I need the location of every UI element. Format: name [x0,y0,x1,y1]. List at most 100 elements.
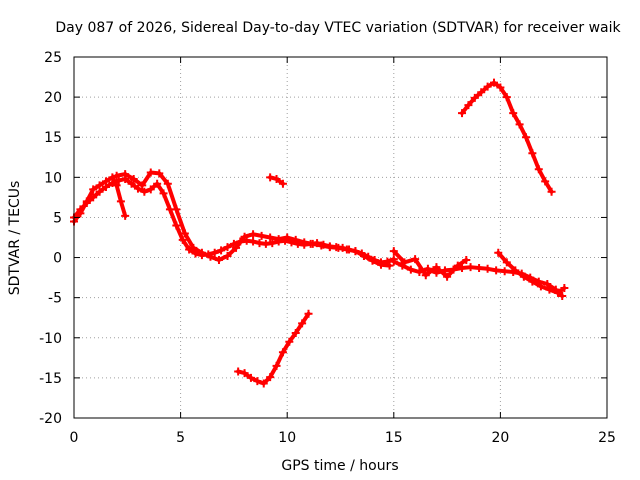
x-tick-label: 15 [385,430,403,446]
data-point [210,248,219,257]
data-point [389,257,398,266]
data-point [257,231,266,240]
data-point [180,229,189,238]
data-point [304,309,313,318]
data-point [421,271,430,280]
axis-ticks: 0 5 10 15 20 25 -20 -15 -10 -5 0 5 10 15 20 25 [39,50,616,446]
data-point [240,232,249,241]
x-tick-label: 10 [278,430,296,446]
data-point [351,247,360,256]
data-point [317,241,326,250]
x-tick-label: 0 [70,430,79,446]
data-point [95,187,104,196]
data-point [121,211,130,220]
data-point [490,78,499,87]
data-point [492,266,501,275]
data-point [458,263,467,272]
data-point [411,255,420,264]
data-point [266,233,275,242]
x-tick-label: 5 [176,430,185,446]
data-point [528,277,537,286]
data-point [325,243,334,252]
data-point [82,199,91,208]
data-point [515,120,524,129]
series-track-i [234,309,313,388]
data-point [259,379,268,388]
data-point [185,245,194,254]
data-point [443,272,452,281]
y-tick-label: 0 [53,251,62,267]
data-point [534,165,543,174]
data-point [112,171,121,180]
data-point [214,255,223,264]
data-point [272,174,281,183]
data-point [483,82,492,91]
data-point [509,109,518,118]
data-point [547,187,556,196]
data-point [266,173,275,182]
data-point [466,263,475,272]
data-point [217,246,226,255]
data-point [101,182,110,191]
data-point [291,328,300,337]
data-point [308,239,317,248]
data-point [114,176,123,185]
data-point [223,251,232,260]
data-point [298,319,307,328]
data-point [483,264,492,273]
y-tick-label: -15 [39,371,62,387]
data-point [172,205,181,214]
data-point [76,205,85,214]
data-point [541,177,550,186]
data-point [253,377,262,386]
data-point [502,93,511,102]
x-tick-label: 25 [598,430,616,446]
data-point [146,168,155,177]
data-point [197,248,206,257]
data-point [300,238,309,247]
data-point [359,251,368,260]
data-point [278,179,287,188]
series-track-f [494,248,569,297]
data-point [536,282,545,291]
y-axis-label: SDTVAR / TECUs [7,181,23,296]
series-track-c [112,168,394,270]
data-point [470,93,479,102]
data-point [249,230,258,239]
data-point [283,233,292,242]
data-point [377,260,386,269]
data-point [127,179,136,188]
data-point [249,237,258,246]
y-tick-label: 15 [44,130,62,146]
data-point [553,288,562,297]
data-point [234,367,243,376]
data-point [178,235,187,244]
data-point [240,369,249,378]
data-point [558,292,567,301]
data-point [108,178,117,187]
y-tick-label: -5 [48,291,62,307]
chart-title: Day 087 of 2026, Sidereal Day-to-day VTE… [55,20,621,36]
data-point [89,185,98,194]
data-point [511,266,520,275]
y-tick-label: -10 [39,331,62,347]
data-point [389,247,398,256]
plot-frame [73,56,608,419]
data-point [560,284,569,293]
grid-lines [74,57,607,418]
data-point [155,169,164,178]
data-point [453,261,462,270]
data-point [246,373,255,382]
data-point [458,109,467,118]
data-point [543,280,552,289]
y-tick-label: 10 [44,170,62,186]
data-point [116,197,125,206]
data-point [140,187,149,196]
data-point [272,361,281,370]
data-point [519,272,528,281]
data-point [146,185,155,194]
data-point [368,256,377,265]
data-point [189,243,198,252]
data-point [500,267,509,276]
